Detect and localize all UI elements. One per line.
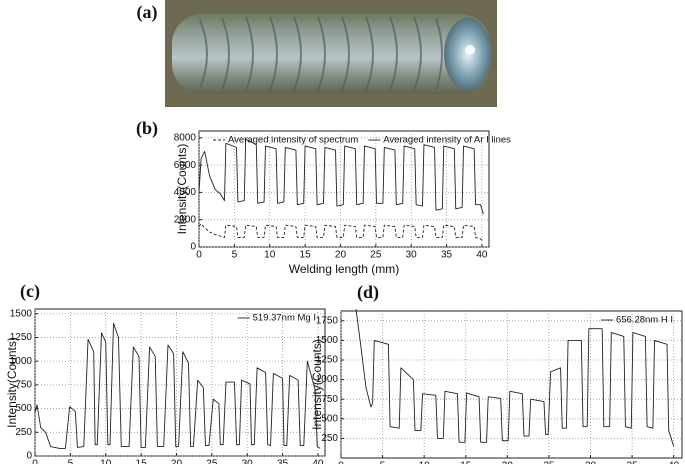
x-tick-label: 30 bbox=[242, 459, 254, 464]
y-tick-label: 1250 bbox=[10, 332, 33, 343]
x-tick-label: 40 bbox=[312, 459, 324, 464]
panel-label: (c) bbox=[20, 281, 40, 302]
x-tick-label: 25 bbox=[543, 461, 555, 464]
y-tick-label: 1000 bbox=[10, 356, 33, 367]
data-line bbox=[355, 308, 675, 447]
x-tick-label: 10 bbox=[264, 250, 276, 261]
x-tick-label: 30 bbox=[585, 461, 597, 464]
plot-frame bbox=[340, 310, 683, 459]
y-tick-label: 1000 bbox=[316, 374, 339, 385]
x-tick-label: 5 bbox=[68, 459, 74, 464]
x-tick-label: 35 bbox=[441, 250, 453, 261]
x-tick-label: 0 bbox=[196, 250, 202, 261]
x-axis-label: Welding length (mm) bbox=[289, 262, 399, 276]
x-tick-label: 10 bbox=[419, 461, 431, 464]
y-tick-label: 0 bbox=[190, 242, 196, 253]
x-tick-label: 15 bbox=[300, 250, 312, 261]
x-tick-label: 40 bbox=[668, 461, 680, 464]
x-tick-label: 0 bbox=[32, 459, 38, 464]
y-tick-label: 8000 bbox=[174, 132, 197, 143]
y-tick-label: 500 bbox=[321, 413, 338, 424]
y-tick-label: 750 bbox=[321, 394, 338, 405]
legend-label: Averaged intensity of Ar I lines bbox=[383, 135, 511, 146]
plot-frame bbox=[34, 308, 326, 457]
legend-label: 656.28nm H I bbox=[616, 315, 673, 326]
y-tick-label: 1500 bbox=[10, 308, 33, 319]
x-tick-label: 20 bbox=[335, 250, 347, 261]
y-tick-label: 4000 bbox=[174, 187, 197, 198]
y-axis-label: Intensity(Counts) bbox=[5, 337, 19, 428]
x-tick-label: 30 bbox=[406, 250, 418, 261]
data-line bbox=[198, 138, 484, 215]
panel-label: (b) bbox=[136, 118, 158, 139]
x-tick-label: 25 bbox=[370, 250, 382, 261]
weld-photo bbox=[165, 0, 497, 107]
y-tick-label: 250 bbox=[15, 427, 32, 438]
x-tick-label: 20 bbox=[171, 459, 183, 464]
y-tick-label: 0 bbox=[26, 451, 32, 462]
x-tick-label: 35 bbox=[627, 461, 639, 464]
panel-label: (d) bbox=[357, 282, 379, 303]
y-tick-label: 250 bbox=[321, 433, 338, 444]
x-tick-label: 10 bbox=[100, 459, 112, 464]
panel-label: (a) bbox=[137, 2, 158, 23]
x-tick-label: 25 bbox=[206, 459, 218, 464]
x-tick-label: 15 bbox=[136, 459, 148, 464]
y-tick-label: 500 bbox=[15, 403, 32, 414]
y-tick-label: 6000 bbox=[174, 160, 197, 171]
y-tick-label: 750 bbox=[15, 380, 32, 391]
y-tick-label: 2000 bbox=[174, 214, 197, 225]
y-tick-label: 1750 bbox=[316, 315, 339, 326]
y-axis-label: Intensity(Counts) bbox=[175, 144, 189, 235]
y-tick-label: 1500 bbox=[316, 335, 339, 346]
x-tick-label: 5 bbox=[380, 461, 386, 464]
x-tick-label: 20 bbox=[502, 461, 514, 464]
legend-label: 519.37nm Mg I bbox=[253, 313, 316, 324]
y-axis-label: Intensity(Counts) bbox=[310, 339, 324, 430]
legend-label: Averaged intensity of spectrum bbox=[228, 135, 358, 146]
data-line bbox=[198, 223, 484, 242]
x-tick-label: 0 bbox=[338, 461, 344, 464]
y-tick-label: 1250 bbox=[316, 355, 339, 366]
x-tick-label: 35 bbox=[277, 459, 289, 464]
x-tick-label: 15 bbox=[460, 461, 472, 464]
x-tick-label: 5 bbox=[232, 250, 238, 261]
data-line bbox=[34, 322, 321, 449]
x-tick-label: 40 bbox=[476, 250, 488, 261]
